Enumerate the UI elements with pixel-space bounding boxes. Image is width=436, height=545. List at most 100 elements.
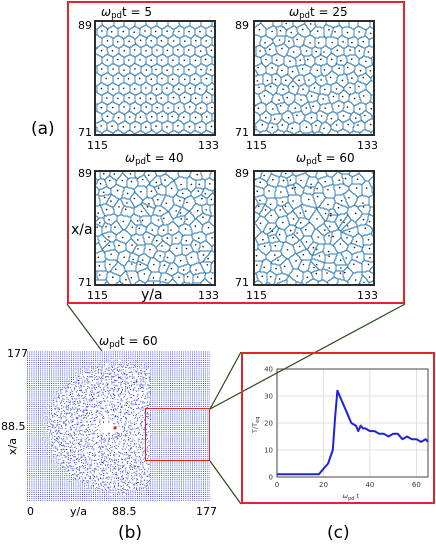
particle-dot bbox=[139, 263, 141, 266]
panel-b-title: ωpdt = 60 bbox=[99, 335, 158, 350]
y-tick-label: 30 bbox=[264, 393, 273, 401]
voronoi-plot-t25 bbox=[253, 20, 375, 136]
particle-dots bbox=[256, 22, 373, 130]
omega-subscript: pd bbox=[109, 340, 121, 351]
panel-b-tick-xmax: 177 bbox=[196, 505, 217, 518]
particle-dot bbox=[111, 125, 113, 127]
particle-dot bbox=[183, 59, 186, 62]
panel-a-xlabel: y/a bbox=[141, 287, 163, 303]
particle-dot bbox=[339, 243, 342, 245]
particle-dot bbox=[100, 49, 103, 52]
particle-dot bbox=[348, 230, 351, 233]
particle-dot bbox=[291, 187, 294, 190]
particle-dot bbox=[313, 266, 315, 269]
particle-dot bbox=[205, 209, 207, 211]
projectile-dot bbox=[113, 426, 117, 430]
particle-dot bbox=[316, 248, 318, 251]
tick-ymax-1: 89 bbox=[78, 19, 92, 32]
particle-dot bbox=[272, 178, 274, 181]
particle-dot bbox=[315, 124, 317, 127]
particle-dot bbox=[281, 201, 284, 203]
particle-dot bbox=[313, 87, 316, 89]
particle-dot bbox=[131, 226, 134, 229]
panel-b-tick-xmid: 88.5 bbox=[112, 505, 137, 518]
y-tick-label: 10 bbox=[264, 447, 273, 455]
particle-dot bbox=[273, 118, 276, 120]
y-tick-label: 40 bbox=[264, 366, 273, 374]
omega-symbol: ω bbox=[125, 151, 136, 165]
particle-dot bbox=[301, 68, 304, 70]
particle-dot bbox=[281, 47, 283, 50]
particle-dot bbox=[179, 259, 182, 262]
cell-boundaries bbox=[96, 172, 214, 284]
particle-dot bbox=[285, 79, 287, 82]
particle-dot bbox=[368, 220, 371, 223]
particle-dot bbox=[340, 59, 342, 62]
particle-dot bbox=[283, 265, 286, 268]
particle-dot bbox=[337, 206, 340, 209]
particle-dot bbox=[111, 49, 114, 52]
particle-dot bbox=[259, 222, 262, 224]
tick-xmin-2: 115 bbox=[246, 139, 267, 152]
particle-dot bbox=[271, 230, 274, 233]
particle-dot bbox=[127, 77, 130, 80]
particle-dot bbox=[166, 237, 169, 239]
particle-dot bbox=[148, 174, 150, 176]
particle-dot bbox=[305, 228, 307, 231]
particle-dot bbox=[270, 214, 272, 217]
panel-a-frame bbox=[67, 1, 405, 304]
x-tick-label: 20 bbox=[319, 481, 328, 489]
zoom-region-box bbox=[145, 408, 210, 461]
particle-dot bbox=[310, 183, 312, 186]
particle-dot bbox=[315, 272, 318, 275]
particle-dot bbox=[154, 30, 157, 33]
particle-dot bbox=[123, 69, 125, 71]
particle-dot bbox=[172, 96, 175, 99]
particle-dot bbox=[316, 30, 319, 32]
particle-dot bbox=[259, 181, 261, 183]
particle-dot bbox=[350, 58, 353, 60]
particle-dot bbox=[351, 77, 353, 79]
omega-symbol: ω bbox=[99, 334, 110, 348]
particle-dot bbox=[129, 173, 132, 175]
particle-dot bbox=[329, 214, 332, 217]
particle-dot bbox=[327, 188, 329, 191]
particle-dot bbox=[182, 269, 185, 271]
particle-dot bbox=[264, 209, 267, 211]
particle-dot bbox=[330, 212, 332, 215]
particle-dot bbox=[188, 68, 190, 71]
particle-dot bbox=[183, 116, 185, 118]
particle-dots bbox=[96, 172, 213, 284]
particle-dot bbox=[124, 208, 127, 211]
panel-c-letter: (c) bbox=[327, 523, 350, 543]
particle-dot bbox=[186, 201, 188, 204]
particle-dot bbox=[161, 115, 163, 118]
particle-dot bbox=[312, 105, 314, 107]
particle-dot bbox=[189, 87, 191, 90]
particle-dot bbox=[309, 42, 311, 44]
particle-dot bbox=[184, 228, 187, 230]
particle-dot bbox=[104, 240, 106, 243]
projectile-wake bbox=[98, 423, 114, 433]
particle-dot bbox=[145, 106, 147, 108]
particle-dot bbox=[177, 107, 180, 109]
particle-dot bbox=[271, 67, 273, 69]
particle-dot bbox=[188, 30, 190, 33]
particle-dot bbox=[310, 95, 313, 97]
particle-dot bbox=[185, 240, 187, 242]
particle-dot bbox=[310, 187, 312, 189]
particle-dot bbox=[118, 206, 120, 208]
particle-dot bbox=[159, 210, 161, 212]
particle-dot bbox=[184, 40, 186, 42]
particle-dot bbox=[257, 107, 260, 109]
subplot-title-1: ωpdt = 5 bbox=[101, 6, 152, 21]
particle-dot bbox=[346, 225, 349, 227]
particle-dot bbox=[175, 237, 177, 239]
tick-xmin-1: 115 bbox=[87, 139, 108, 152]
panel-c-frame bbox=[241, 352, 435, 504]
particle-dot bbox=[338, 179, 340, 181]
particle-dot bbox=[358, 50, 361, 52]
particle-dot bbox=[139, 97, 141, 99]
particle-dot bbox=[211, 237, 213, 239]
tick-ymin-4: 71 bbox=[235, 276, 249, 289]
